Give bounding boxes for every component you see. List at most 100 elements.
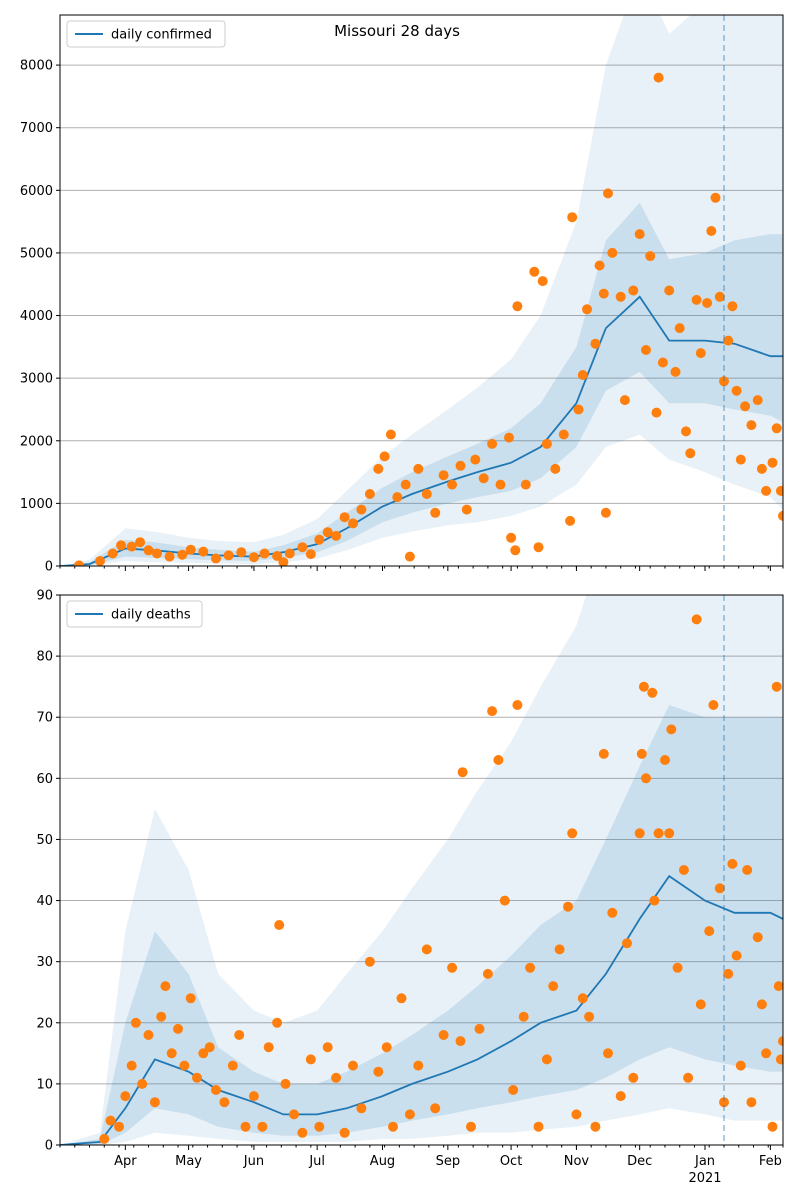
- data-point: [322, 1042, 333, 1053]
- y-tick-label: 2000: [20, 434, 53, 449]
- data-point: [274, 920, 285, 930]
- data-point: [584, 1011, 595, 1022]
- band-outer: [60, 595, 783, 1145]
- y-tick-label: 0: [45, 1139, 53, 1154]
- data-point: [99, 1133, 110, 1144]
- data-point: [137, 1078, 148, 1089]
- data-point: [421, 944, 432, 955]
- data-point: [278, 557, 289, 566]
- data-point: [708, 700, 719, 710]
- data-point: [590, 1121, 601, 1132]
- axes-frame: [59, 14, 784, 567]
- data-point: [470, 454, 481, 465]
- data-point: [152, 548, 162, 559]
- data-point: [457, 767, 468, 778]
- data-point: [615, 1091, 626, 1102]
- data-point: [455, 460, 466, 471]
- data-point: [664, 285, 675, 296]
- data-point: [478, 473, 489, 484]
- data-point: [512, 301, 523, 312]
- data-point: [778, 1036, 783, 1047]
- data-point: [660, 755, 670, 765]
- data-point: [670, 366, 681, 377]
- x-tick-label: Nov: [564, 1154, 590, 1169]
- data-point: [628, 285, 639, 296]
- data-point: [607, 907, 618, 918]
- data-point: [735, 1060, 746, 1071]
- y-tick-label: 80: [36, 650, 53, 665]
- data-point: [590, 338, 601, 349]
- legend-label: daily deaths: [111, 608, 191, 623]
- data-point: [735, 454, 746, 465]
- data-point: [641, 345, 651, 355]
- data-point: [664, 828, 675, 839]
- data-point: [404, 551, 415, 562]
- data-point: [430, 507, 441, 518]
- data-point: [691, 294, 702, 305]
- data-point: [356, 1103, 367, 1114]
- data-point: [752, 395, 763, 406]
- data-point: [727, 858, 738, 869]
- data-point: [185, 993, 196, 1004]
- plot-area: [60, 15, 783, 566]
- data-point: [493, 755, 504, 765]
- data-point: [482, 968, 493, 979]
- x-tick-label: Oct: [500, 1154, 522, 1169]
- data-point: [714, 883, 725, 894]
- data-point: [691, 614, 702, 625]
- data-point: [160, 981, 171, 992]
- y-tick-label: 70: [36, 711, 53, 726]
- data-point: [598, 748, 609, 759]
- data-point: [179, 1060, 190, 1071]
- data-point: [495, 479, 506, 490]
- data-point: [548, 981, 559, 992]
- chart-title: Missouri 28 days: [334, 22, 460, 40]
- plot-area: [60, 595, 783, 1145]
- data-point: [280, 1078, 291, 1089]
- data-point: [164, 551, 175, 562]
- x-tick-label: Aug: [370, 1154, 395, 1169]
- x-tick-label: May: [175, 1154, 202, 1169]
- data-point: [645, 251, 656, 262]
- data-point: [356, 504, 367, 515]
- x-year-label: 2021: [688, 1171, 721, 1186]
- data-point: [447, 479, 458, 490]
- data-point: [653, 72, 664, 83]
- y-tick-label: 10: [36, 1077, 53, 1092]
- band-outer: [60, 15, 783, 566]
- data-point: [385, 429, 396, 440]
- y-tick-label: 50: [36, 833, 53, 848]
- data-point: [156, 1011, 167, 1022]
- data-point: [177, 549, 188, 560]
- data-point: [305, 1054, 316, 1065]
- data-point: [126, 541, 137, 552]
- data-point: [647, 687, 658, 698]
- x-tick-label: Apr: [114, 1154, 137, 1169]
- y-tick-label: 90: [36, 589, 53, 604]
- data-point: [74, 560, 84, 566]
- data-point: [634, 828, 645, 839]
- data-point: [198, 1048, 209, 1059]
- data-point: [537, 276, 548, 287]
- data-point: [297, 542, 308, 553]
- x-tick-label: Sep: [436, 1154, 461, 1169]
- data-point: [248, 552, 259, 563]
- data-point: [116, 540, 127, 551]
- data-point: [95, 556, 105, 566]
- confirmed-plot: 0 1000 2000 3000 4000 5000 6000 7000 8000 daily c…: [20, 14, 784, 575]
- data-point: [752, 932, 763, 943]
- data-point: [339, 1127, 350, 1138]
- data-point: [723, 968, 734, 979]
- data-point: [339, 512, 350, 523]
- data-point: [204, 1042, 215, 1053]
- data-point: [619, 395, 630, 406]
- data-point: [143, 545, 154, 556]
- data-point: [107, 548, 118, 559]
- data-point: [348, 518, 358, 529]
- data-point: [413, 1060, 424, 1071]
- y-tick-label: 5000: [20, 246, 53, 261]
- data-point: [775, 1054, 783, 1065]
- y-tick-label: 4000: [20, 309, 53, 324]
- data-point: [678, 865, 689, 875]
- data-point: [603, 1048, 613, 1059]
